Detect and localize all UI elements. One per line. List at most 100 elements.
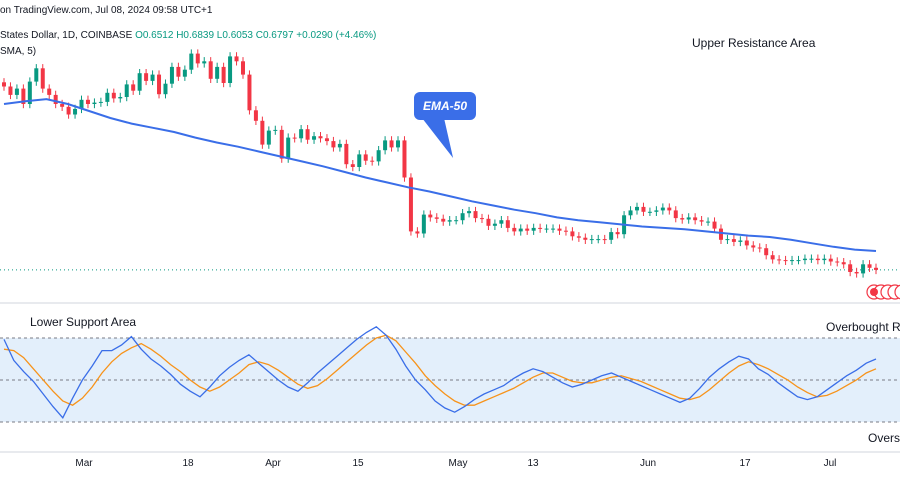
candle-body — [770, 255, 775, 260]
ema-50-path — [3, 98, 877, 252]
candle-body — [570, 231, 575, 237]
candle-body — [176, 66, 181, 77]
candle-body — [712, 221, 717, 229]
candle-body — [350, 164, 355, 167]
candle-body — [699, 220, 704, 222]
oscillator-slow-line — [3, 334, 877, 406]
candle-body — [538, 227, 543, 229]
candle-body — [783, 260, 788, 262]
candle-body — [492, 223, 497, 226]
candle-body — [202, 61, 207, 64]
candle-body — [8, 86, 13, 95]
candle-body — [693, 217, 698, 221]
x-tick-label: 18 — [182, 458, 194, 469]
candle-body — [667, 207, 672, 211]
candle-body — [47, 88, 52, 95]
candle-body — [208, 61, 213, 79]
candle-body — [628, 210, 633, 216]
candle-body — [273, 129, 278, 131]
candle-body — [706, 221, 711, 223]
candle-body — [247, 74, 252, 111]
candle-body — [370, 160, 375, 162]
chart-grid — [0, 269, 900, 453]
candle-body — [861, 264, 866, 274]
candle-body — [40, 68, 45, 89]
candle-body — [635, 206, 640, 211]
candle-body — [815, 258, 820, 261]
candle-body — [137, 73, 142, 91]
candle-body — [479, 218, 484, 220]
candle-body — [796, 260, 801, 262]
candle-body — [363, 154, 368, 161]
candle-body — [318, 136, 323, 139]
candle-body — [563, 230, 568, 232]
candle-body — [150, 74, 155, 81]
candle-body — [544, 228, 549, 230]
candle-body — [144, 73, 149, 81]
candle-body — [848, 264, 853, 272]
candle-body — [260, 120, 265, 145]
symbol-name: States Dollar, 1D, COINBASE — [0, 30, 133, 41]
candle-body — [589, 239, 594, 241]
candle-body — [266, 130, 271, 145]
candle-body — [557, 228, 562, 231]
candle-body — [324, 138, 329, 142]
candle-body — [118, 97, 123, 99]
candle-body — [576, 236, 581, 238]
candle-body — [344, 143, 349, 165]
candle-body — [744, 240, 749, 246]
candle-body — [660, 207, 665, 211]
x-tick-label: Apr — [265, 458, 281, 469]
candle-body — [531, 227, 536, 231]
candle-body — [2, 82, 6, 87]
candle-body — [253, 110, 258, 121]
x-tick-label: Mar — [75, 458, 93, 469]
candle-body — [60, 104, 65, 107]
candle-body — [441, 218, 446, 222]
candle-body — [874, 267, 878, 270]
x-tick-label: 13 — [527, 458, 539, 469]
candle-body — [764, 248, 769, 256]
candle-body — [686, 217, 691, 220]
candle-body — [240, 61, 245, 75]
candle-body — [312, 136, 317, 140]
candle-body — [473, 211, 478, 219]
candle-body — [680, 218, 685, 220]
candle-body — [357, 154, 362, 167]
candle-body — [53, 94, 58, 104]
candle-body — [383, 140, 388, 151]
candle-body — [428, 214, 433, 218]
overbought-label: Overbought R — [826, 320, 900, 334]
candle-body — [518, 228, 523, 232]
candle-body — [337, 143, 342, 148]
candle-body — [512, 227, 517, 232]
upper-resistance-label: Upper Resistance Area — [692, 36, 816, 50]
candle-body — [169, 66, 174, 84]
candle-body — [331, 141, 336, 148]
x-axis: Mar 18 Apr 15 May 13 Jun 17 Jul — [75, 458, 836, 469]
candle-body — [73, 108, 78, 115]
ohlc-values: O0.6512 H0.6839 L0.6053 C0.6797 +0.0290 … — [135, 30, 377, 41]
x-tick-label: 15 — [352, 458, 364, 469]
candle-body — [85, 99, 90, 104]
candle-body — [505, 220, 510, 228]
candlestick-series — [2, 49, 878, 278]
candle-body — [415, 231, 420, 234]
candle-body — [34, 68, 39, 82]
marker-badge — [894, 284, 900, 300]
candle-body — [460, 213, 465, 221]
x-tick-label: 17 — [739, 458, 751, 469]
candle-body — [279, 129, 284, 159]
candle-body — [867, 264, 872, 268]
candle-body — [131, 84, 136, 91]
candle-body — [408, 177, 413, 232]
candle-body — [124, 84, 129, 97]
candle-body — [14, 88, 19, 95]
candle-body — [292, 137, 297, 139]
candle-body — [731, 239, 736, 242]
candle-body — [402, 140, 407, 178]
candle-body — [854, 272, 859, 274]
candle-body — [777, 259, 782, 261]
candle-body — [221, 66, 226, 83]
